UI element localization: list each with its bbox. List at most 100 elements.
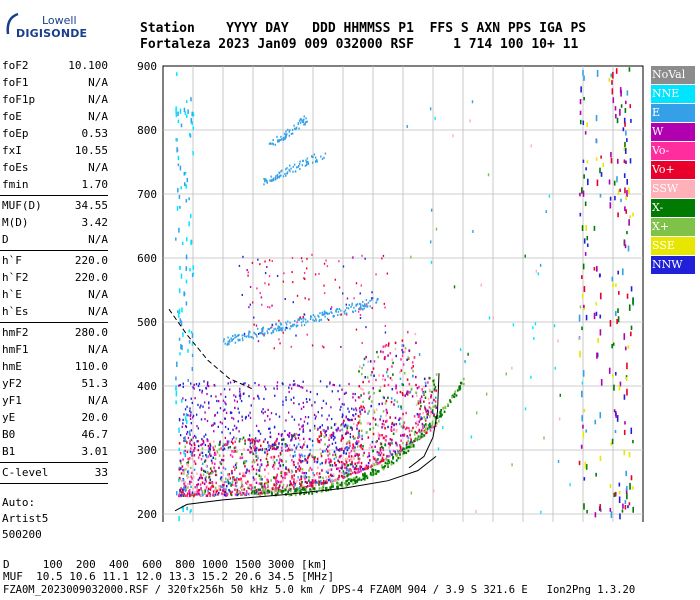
echo-mark	[309, 438, 312, 441]
echo-mark	[382, 468, 385, 471]
echo-mark	[321, 406, 323, 410]
echo-mark	[301, 120, 304, 123]
echo-mark	[197, 478, 200, 482]
param-value: 280.0	[74, 326, 108, 339]
echo-mark	[439, 415, 441, 418]
echo-mark	[380, 464, 383, 467]
echo-mark	[204, 470, 207, 473]
echo-mark	[265, 447, 268, 451]
param-value: 110.0	[74, 360, 108, 373]
echo-mark	[397, 405, 400, 408]
echo-mark	[279, 457, 281, 461]
echo-mark	[281, 471, 284, 474]
echo-mark	[329, 434, 332, 437]
echo-mark	[280, 135, 282, 138]
echo-mark	[276, 173, 279, 176]
echo-mark	[235, 484, 238, 488]
echo-mark	[190, 493, 193, 496]
echo-mark	[318, 472, 321, 475]
echo-mark	[224, 342, 226, 345]
echo-mark	[415, 394, 418, 397]
echo-mark	[249, 331, 251, 334]
echo-mark	[204, 443, 207, 447]
echo-mark	[391, 438, 393, 442]
echo-mark	[216, 451, 219, 455]
echo-mark	[288, 487, 291, 490]
echo-mark	[613, 492, 616, 498]
echo-mark	[259, 465, 261, 469]
echo-mark	[424, 396, 427, 399]
echo-mark	[248, 395, 250, 398]
echo-mark	[272, 486, 275, 490]
echo-mark	[290, 439, 292, 442]
echo-mark	[223, 447, 226, 450]
echo-mark	[276, 135, 278, 138]
echo-mark	[263, 448, 266, 451]
echo-mark	[341, 402, 344, 406]
echo-mark	[362, 473, 364, 476]
echo-mark	[341, 486, 344, 489]
echo-mark	[181, 425, 184, 428]
echo-mark	[373, 392, 375, 395]
echo-mark	[277, 454, 280, 458]
echo-mark	[345, 466, 348, 469]
echo-mark	[410, 491, 413, 495]
echo-mark	[353, 457, 356, 461]
echo-mark	[585, 464, 588, 470]
echo-mark	[220, 462, 223, 466]
echo-mark	[183, 107, 186, 113]
echo-mark	[190, 480, 192, 484]
echo-mark	[535, 269, 538, 273]
echo-mark	[378, 461, 380, 465]
echo-mark	[353, 467, 356, 471]
echo-mark	[273, 483, 275, 486]
echo-mark	[359, 410, 361, 413]
echo-mark	[318, 483, 320, 486]
echo-mark	[244, 461, 246, 465]
echo-mark	[395, 384, 397, 387]
echo-mark	[209, 446, 211, 450]
echo-mark	[340, 405, 342, 409]
echo-mark	[222, 473, 225, 477]
echo-mark	[312, 481, 314, 484]
param-label: h`E	[2, 288, 22, 301]
echo-mark	[369, 473, 372, 476]
echo-mark	[328, 476, 331, 479]
echo-mark	[322, 450, 324, 453]
echo-mark	[416, 386, 419, 390]
param-value: 20.0	[81, 411, 109, 424]
echo-mark	[379, 442, 382, 445]
echo-mark	[193, 442, 196, 445]
echo-mark	[233, 436, 235, 439]
echo-mark	[259, 263, 261, 266]
echo-mark	[343, 476, 345, 479]
echo-mark	[280, 327, 283, 330]
param-value: N/A	[88, 76, 108, 89]
echo-mark	[303, 459, 306, 463]
echo-mark	[624, 148, 627, 154]
echo-mark	[453, 285, 456, 289]
echo-mark	[362, 405, 365, 409]
echo-mark	[317, 411, 319, 414]
echo-mark	[229, 490, 231, 493]
echo-mark	[366, 305, 368, 308]
echo-mark	[381, 466, 384, 469]
param-value: 10.55	[74, 144, 108, 157]
echo-mark	[409, 390, 412, 394]
echo-mark	[408, 427, 410, 430]
param-group-frequencies: foF2 10.100 foF1 N/A foF1p N/A foE N/A foEp 0.53 f…	[0, 58, 110, 194]
echo-mark	[251, 450, 253, 454]
echo-mark	[203, 380, 205, 383]
echo-mark	[397, 450, 400, 454]
echo-mark	[375, 301, 377, 304]
echo-mark	[245, 481, 247, 485]
echo-mark	[250, 446, 253, 450]
echo-mark	[358, 308, 360, 311]
echo-mark	[252, 444, 254, 447]
echo-mark	[185, 279, 188, 284]
echo-mark	[290, 434, 293, 437]
echo-mark	[216, 450, 219, 453]
echo-mark	[585, 225, 587, 232]
echo-mark	[201, 481, 204, 484]
echo-mark	[377, 458, 379, 461]
